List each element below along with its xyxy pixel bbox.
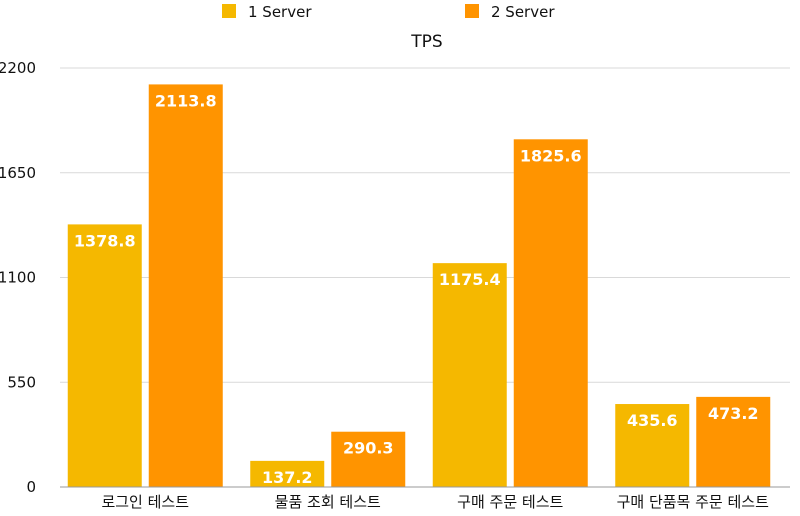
data-label: 473.2 [708, 404, 759, 423]
y-tick-label: 1650 [0, 164, 36, 182]
data-label: 435.6 [627, 411, 678, 430]
legend-swatch [222, 4, 236, 18]
category-label: 로그인 테스트 [101, 493, 189, 511]
data-label: 137.2 [262, 468, 313, 487]
category-label: 구매 주문 테스트 [457, 493, 563, 511]
bars [67, 84, 771, 488]
data-label: 1378.8 [74, 231, 136, 250]
legend-label: 1 Server [248, 3, 312, 21]
bar-2-server-3 [513, 139, 588, 487]
bar-1-server-1 [67, 224, 142, 487]
bar-1-server-3 [432, 263, 507, 487]
legend-swatch [465, 4, 479, 18]
data-label: 290.3 [343, 439, 394, 458]
value-labels: 1378.8 2113.8 137.2 290.3 1175.4 1825.6 435.6 4… [74, 91, 759, 486]
y-tick-label: 0 [26, 478, 36, 496]
category-label: 물품 조회 테스트 [275, 493, 381, 511]
chart-title: TPS [410, 32, 442, 52]
y-axis-ticks: 0 550 1100 1650 2200 [0, 59, 36, 496]
legend: 1 Server 2 Server [222, 3, 555, 21]
bar-2-server-2 [331, 431, 406, 487]
bar-2-server-4 [696, 396, 771, 487]
data-label: 1825.6 [520, 146, 582, 165]
category-label: 구매 단품목 주문 테스트 [617, 493, 770, 511]
y-tick-label: 550 [7, 373, 36, 391]
legend-label: 2 Server [491, 3, 555, 21]
bar-1-server-4 [615, 404, 690, 487]
bar-2-server-1 [148, 84, 223, 488]
y-tick-label: 2200 [0, 59, 36, 77]
category-labels: 로그인 테스트 물품 조회 테스트 구매 주문 테스트 구매 단품목 주문 테스트 [101, 493, 769, 511]
y-tick-label: 1100 [0, 269, 36, 287]
data-label: 2113.8 [155, 91, 217, 110]
bar-1-server-2 [250, 460, 325, 487]
data-label: 1175.4 [439, 270, 501, 289]
